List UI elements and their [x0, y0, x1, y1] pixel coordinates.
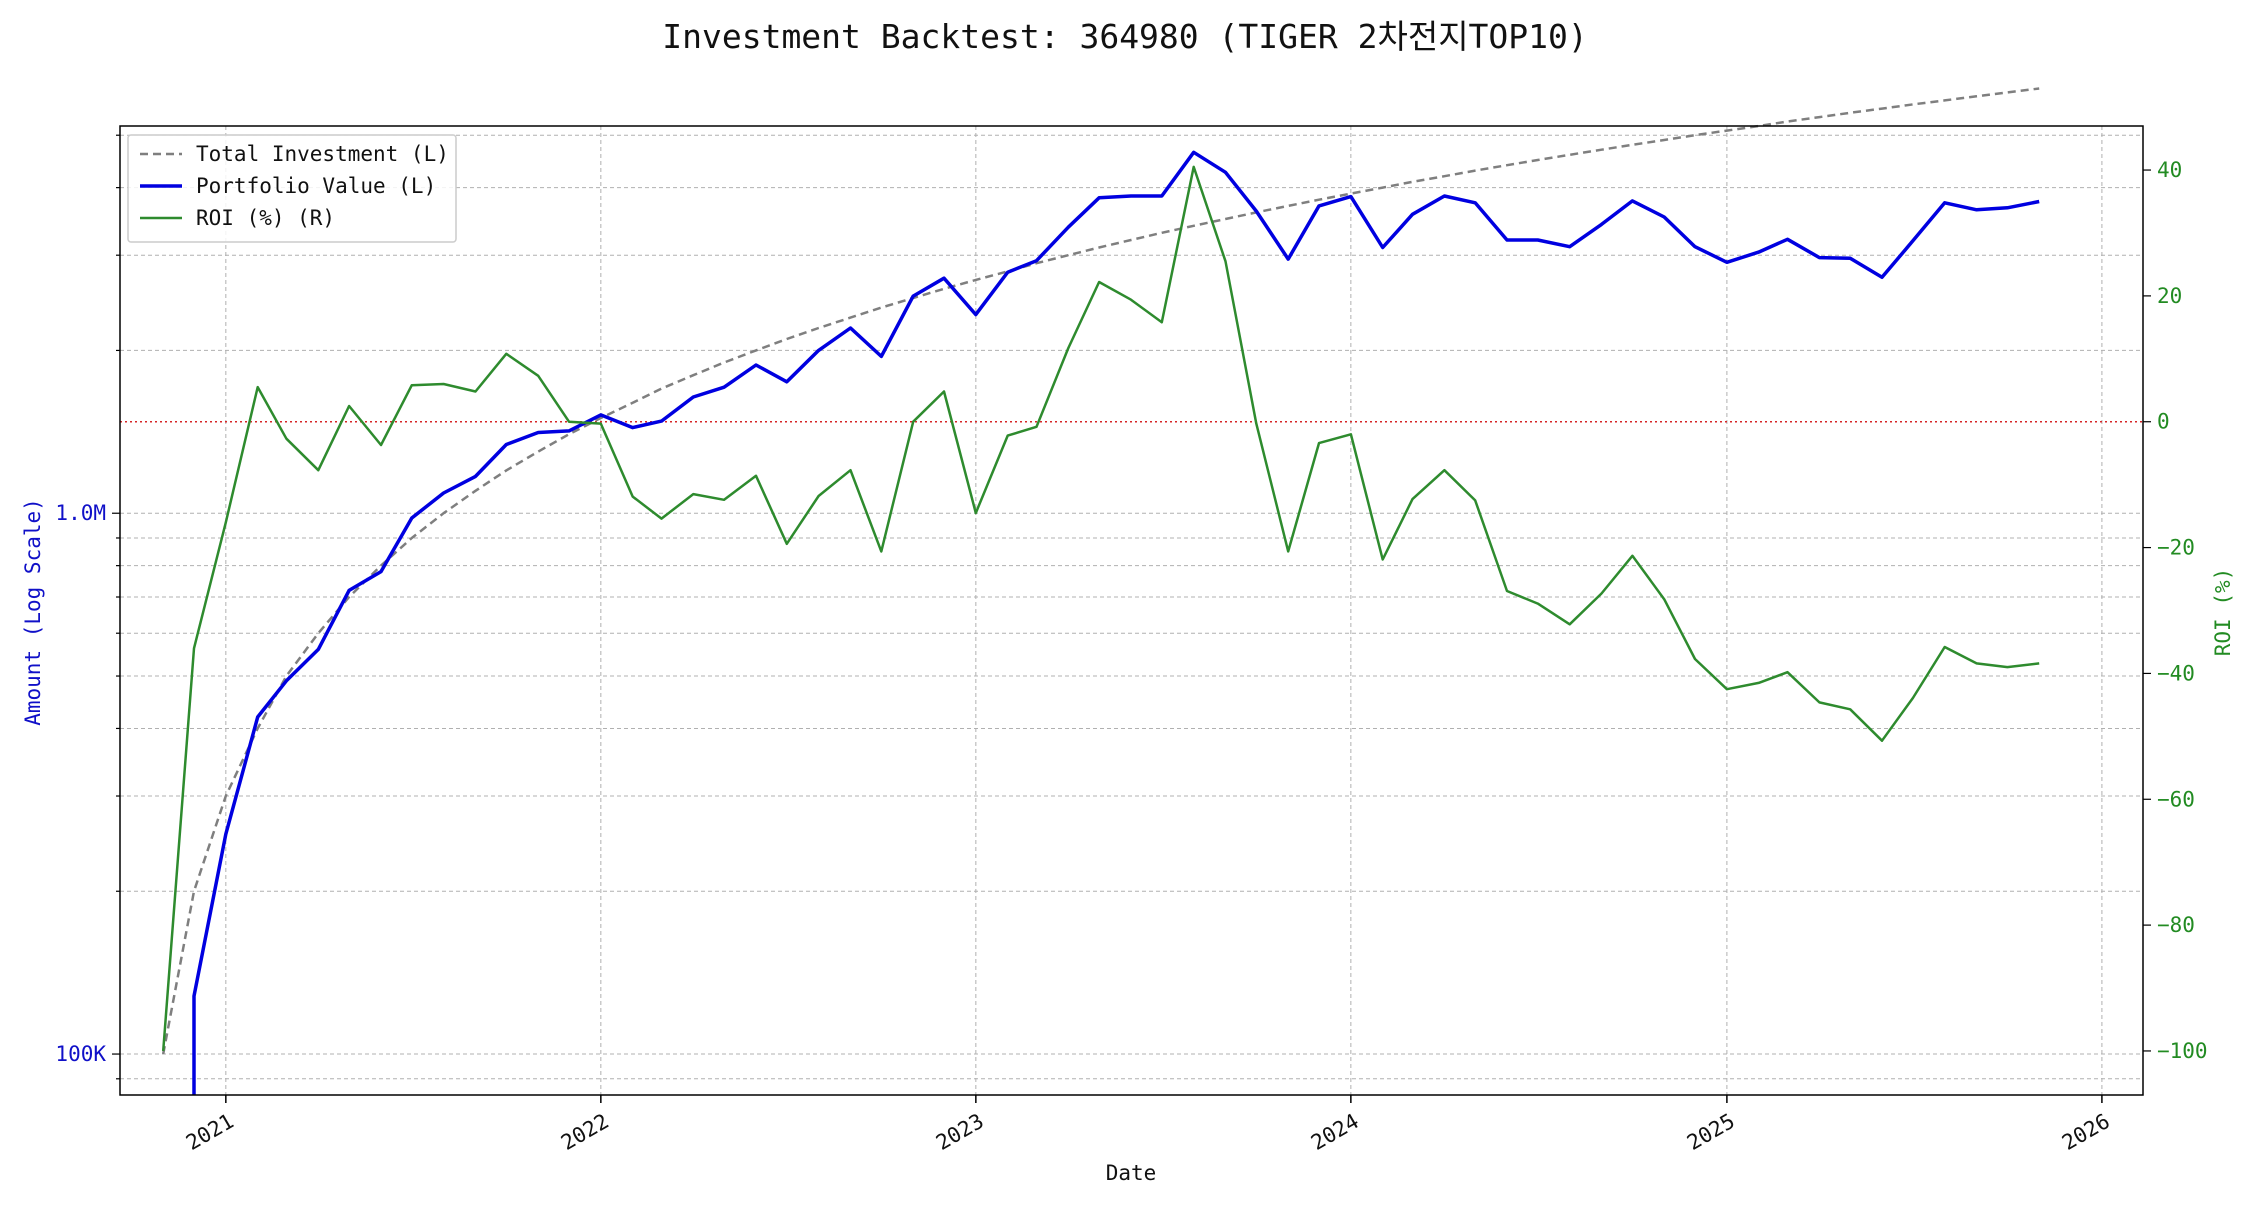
series-roi-line — [161, 165, 2040, 1052]
legend-label-roi: ROI (%) (R) — [196, 206, 335, 230]
x-tick-label: 2025 — [1683, 1109, 1739, 1155]
y-right-tick-label: −20 — [2157, 536, 2195, 560]
x-tick-label: 2023 — [932, 1109, 988, 1155]
y-right-tick-label: −100 — [2157, 1039, 2208, 1063]
y-right-tick-label: 0 — [2157, 410, 2170, 434]
y-left-tick-label: 1.0M — [55, 501, 106, 525]
y-left-tick-label: 100K — [55, 1042, 106, 1066]
y-axis-left: 100K 1.0M — [55, 134, 120, 1080]
plot-frame — [119, 125, 2144, 1096]
series-total-investment-line — [161, 87, 2040, 1055]
y-axis-right: 40 20 0 −20 −40 −60 −80 −100 — [2143, 158, 2208, 1063]
legend-box — [127, 134, 457, 243]
y-right-tick-label: 40 — [2157, 158, 2182, 182]
chart-title: Investment Backtest: 364980 (TIGER 2차전지T… — [662, 17, 1588, 56]
y-right-tick-label: 20 — [2157, 284, 2182, 308]
x-tick-label: 2021 — [182, 1109, 238, 1155]
grid-layer — [120, 126, 2143, 1095]
x-tick-label: 2026 — [2058, 1109, 2114, 1155]
y-right-tick-label: −60 — [2157, 787, 2195, 811]
legend-label-total-investment: Total Investment (L) — [196, 142, 449, 166]
x-tick-label: 2022 — [557, 1109, 613, 1155]
legend: Total Investment (L) Portfolio Value (L)… — [127, 134, 457, 243]
series-portfolio-value-line — [192, 150, 2040, 1095]
x-axis-label: Date — [1106, 1161, 1157, 1185]
x-axis: 2021 2022 2023 2024 2025 2026 — [182, 1095, 2114, 1155]
y-right-tick-label: −40 — [2157, 661, 2195, 685]
legend-label-portfolio-value: Portfolio Value (L) — [196, 174, 436, 198]
y-axis-left-label: Amount (Log Scale) — [21, 498, 45, 726]
x-tick-label: 2024 — [1307, 1109, 1363, 1155]
y-axis-right-label: ROI (%) — [2211, 568, 2235, 657]
series-layer — [161, 87, 2040, 1095]
y-right-tick-label: −80 — [2157, 913, 2195, 937]
